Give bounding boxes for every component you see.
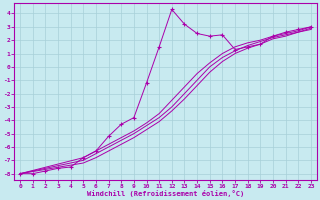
X-axis label: Windchill (Refroidissement éolien,°C): Windchill (Refroidissement éolien,°C) [87, 190, 244, 197]
